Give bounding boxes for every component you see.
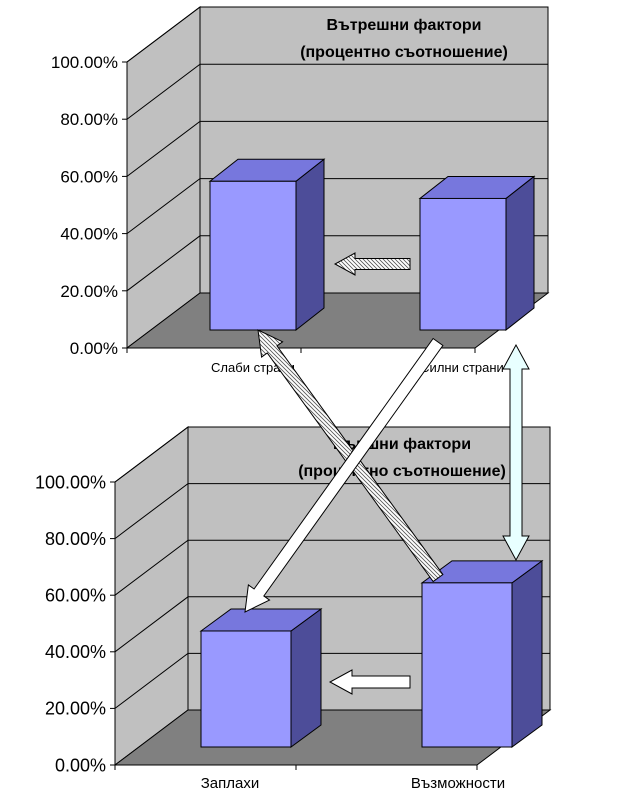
bar-front <box>419 197 507 331</box>
gridline <box>114 426 550 483</box>
y-tick-label: 80.00% <box>60 110 118 129</box>
category-label: Възможности <box>411 775 505 792</box>
gridline <box>126 6 548 63</box>
y-tick-label: 40.00% <box>45 642 106 662</box>
bar-front <box>209 180 297 331</box>
bar-side <box>295 158 325 332</box>
bar-side <box>505 175 535 332</box>
y-tick-label: 60.00% <box>45 586 106 606</box>
side-wall <box>114 425 189 767</box>
y-tick-label: 0.00% <box>55 755 106 775</box>
relation-arrows <box>244 252 530 695</box>
y-tick-label: 80.00% <box>45 529 106 549</box>
y-tick-label: 0.00% <box>70 339 118 358</box>
category-label: Силни страни <box>420 360 504 375</box>
y-tick-label: 60.00% <box>60 167 118 186</box>
gridline <box>114 483 550 539</box>
strength-threat-arrow <box>244 337 444 613</box>
category-label: Заплахи <box>201 775 260 792</box>
y-tick-label: 20.00% <box>45 699 106 719</box>
bar <box>208 158 326 332</box>
external-factors-chart: 0.00%20.00%40.00%60.00%80.00%100.00%Външ… <box>35 425 552 792</box>
bar-front <box>421 582 513 748</box>
bar-side <box>290 607 322 748</box>
y-tick-label: 20.00% <box>60 282 118 301</box>
bar-front <box>200 630 292 748</box>
chart-title-line: (процентно съотношение) <box>300 44 508 61</box>
y-tick-label: 100.00% <box>35 472 106 492</box>
bar <box>420 559 544 748</box>
threat-opportunity-arrow <box>328 669 411 695</box>
bar <box>199 607 323 748</box>
category-label: Слаби страни <box>211 360 295 375</box>
y-tick-label: 40.00% <box>60 225 118 244</box>
internal-factors-chart: 0.00% 20.00% 40.00% 60.00% 80.00% 100.00% Вътр… <box>51 5 550 375</box>
chart-title-line: Вътрешни фактори <box>327 17 482 34</box>
bar-side <box>511 559 543 748</box>
y-tick-label: 100.00% <box>51 53 118 72</box>
weakness-strength-arrow <box>333 252 411 276</box>
bar <box>418 175 536 332</box>
gridline <box>126 120 548 177</box>
gridline <box>126 178 548 234</box>
side-wall <box>126 5 201 350</box>
strength-opportunity-arrow <box>502 343 530 562</box>
gridline <box>114 539 550 596</box>
chart-title-line: (процентно съотношение) <box>298 463 506 480</box>
gridline <box>126 63 548 120</box>
